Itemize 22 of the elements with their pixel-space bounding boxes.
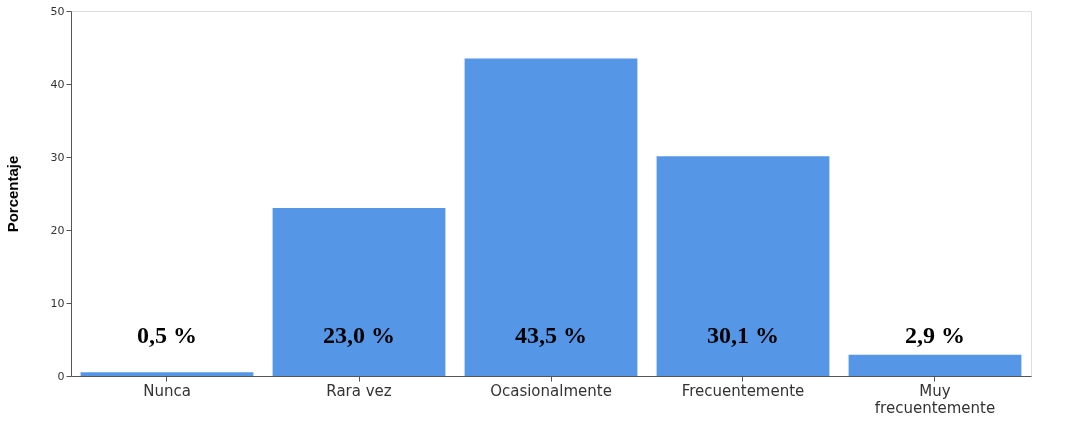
bar <box>464 58 638 376</box>
y-axis-title: Porcentaje <box>3 155 21 233</box>
bar <box>848 354 1022 376</box>
x-tick-label: Ocasionalmente <box>490 381 612 400</box>
y-tick-label: 20 <box>50 223 65 237</box>
x-tick-label: Nunca <box>143 381 191 400</box>
y-tick-label: 50 <box>50 4 65 18</box>
data-label: 23,0 % <box>323 322 395 348</box>
data-label: 2,9 % <box>905 322 965 348</box>
y-tick-label: 40 <box>50 77 65 91</box>
y-tick-label: 10 <box>50 296 65 310</box>
data-label: 30,1 % <box>707 322 779 348</box>
bar <box>656 156 830 376</box>
bar <box>272 208 446 376</box>
x-tick-label: Muy frecuentemente <box>874 381 996 417</box>
data-label: 0,5 % <box>137 322 197 348</box>
x-tick-label: Rara vez <box>326 381 392 400</box>
y-tick-label: 0 <box>57 369 65 383</box>
y-tick-label: 30 <box>50 150 65 164</box>
x-tick-label: Frecuentemente <box>681 381 805 400</box>
bar <box>80 372 254 376</box>
data-label: 43,5 % <box>515 322 587 348</box>
